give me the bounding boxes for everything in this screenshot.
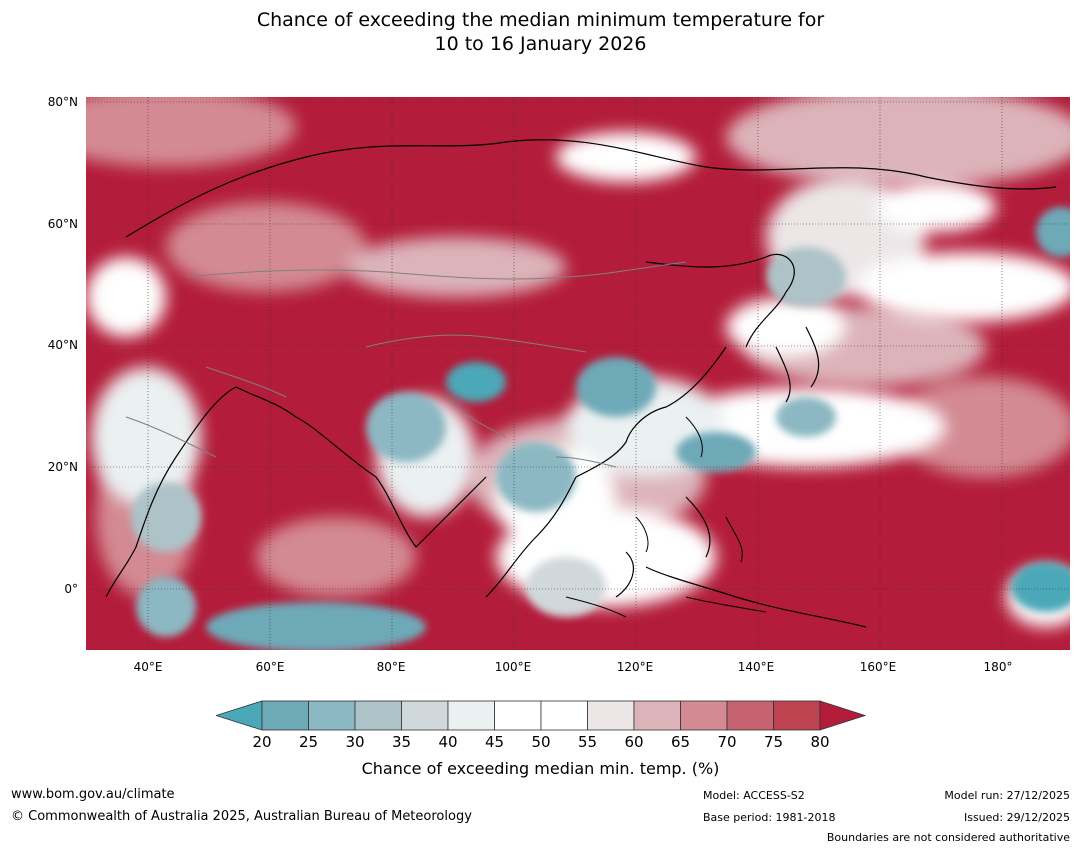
- colorbar-tick-70: 70: [717, 733, 737, 751]
- footer-copyright: © Commonwealth of Australia 2025, Austra…: [11, 809, 472, 824]
- colorbar-swatch-40-45: [447, 700, 495, 731]
- colorbar-swatch-20-25: [261, 700, 309, 731]
- graticule: [86, 97, 1070, 650]
- lat-label-0: 0°: [64, 582, 78, 596]
- colorbar-tick-20: 20: [252, 733, 272, 751]
- colorbar-tick-25: 25: [298, 733, 319, 751]
- colorbar-swatch-65-70: [680, 700, 728, 731]
- colorbar-tick-60: 60: [624, 733, 644, 751]
- colorbar-swatch-60-65: [633, 700, 681, 731]
- colorbar-swatch-25-30: [308, 700, 356, 731]
- lon-label-80e: 80°E: [376, 660, 406, 674]
- map-panel: [86, 97, 1070, 650]
- colorbar-swatch-35-40: [401, 700, 449, 731]
- colorbar-tick-35: 35: [391, 733, 412, 751]
- lat-label-20n: 20°N: [47, 460, 78, 474]
- colorbar-tick-50: 50: [531, 733, 551, 751]
- footer-base-period: Base period: 1981-2018: [703, 811, 836, 824]
- footer-issued: Issued: 29/12/2025: [963, 811, 1070, 824]
- map-title: Chance of exceeding the median minimum t…: [0, 8, 1081, 56]
- lon-label-40e: 40°E: [133, 660, 163, 674]
- colorbar-tick-45: 45: [484, 733, 505, 751]
- colorbar-tick-40: 40: [438, 733, 458, 751]
- colorbar-swatch-70-75: [726, 700, 774, 731]
- lon-label-140e: 140°E: [737, 660, 775, 674]
- footer-model: Model: ACCESS-S2: [703, 789, 805, 802]
- lon-label-120e: 120°E: [616, 660, 654, 674]
- lon-label-160e: 160°E: [859, 660, 897, 674]
- colorbar-tick-80: 80: [810, 733, 830, 751]
- colorbar-swatch-30-35: [354, 700, 402, 731]
- title-line-1: Chance of exceeding the median minimum t…: [256, 9, 825, 31]
- colorbar-tick-30: 30: [345, 733, 365, 751]
- lon-label-180: 180°: [983, 660, 1013, 674]
- footer-url: www.bom.gov.au/climate: [11, 787, 175, 802]
- title-line-2: 10 to 16 January 2026: [434, 33, 647, 55]
- lat-label-40n: 40°N: [47, 338, 78, 352]
- colorbar-swatch-45-50: [494, 700, 542, 731]
- country-borders: [125, 261, 687, 468]
- footer-disclaimer: Boundaries are not considered authoritat…: [826, 831, 1070, 844]
- colorbar-swatches: [214, 700, 867, 731]
- colorbar-label: Chance of exceeding median min. temp. (%…: [361, 759, 720, 778]
- lon-label-100e: 100°E: [494, 660, 532, 674]
- colorbar: [214, 700, 867, 732]
- coastlines: [105, 139, 1057, 628]
- colorbar-tick-65: 65: [670, 733, 691, 751]
- colorbar-swatch-75-80: [773, 700, 821, 731]
- colorbar-upper-extend: [819, 700, 867, 731]
- colorbar-swatch-55-60: [587, 700, 635, 731]
- colorbar-tick-75: 75: [763, 733, 784, 751]
- islands: [565, 416, 767, 618]
- lon-label-60e: 60°E: [255, 660, 285, 674]
- probability-map: [86, 97, 1070, 650]
- colorbar-tick-55: 55: [577, 733, 598, 751]
- colorbar-swatch-50-55: [540, 700, 588, 731]
- lat-label-80n: 80°N: [47, 95, 78, 109]
- lat-label-60n: 60°N: [47, 217, 78, 231]
- colorbar-lower-extend: [214, 700, 263, 731]
- footer-model-run: Model run: 27/12/2025: [944, 789, 1070, 802]
